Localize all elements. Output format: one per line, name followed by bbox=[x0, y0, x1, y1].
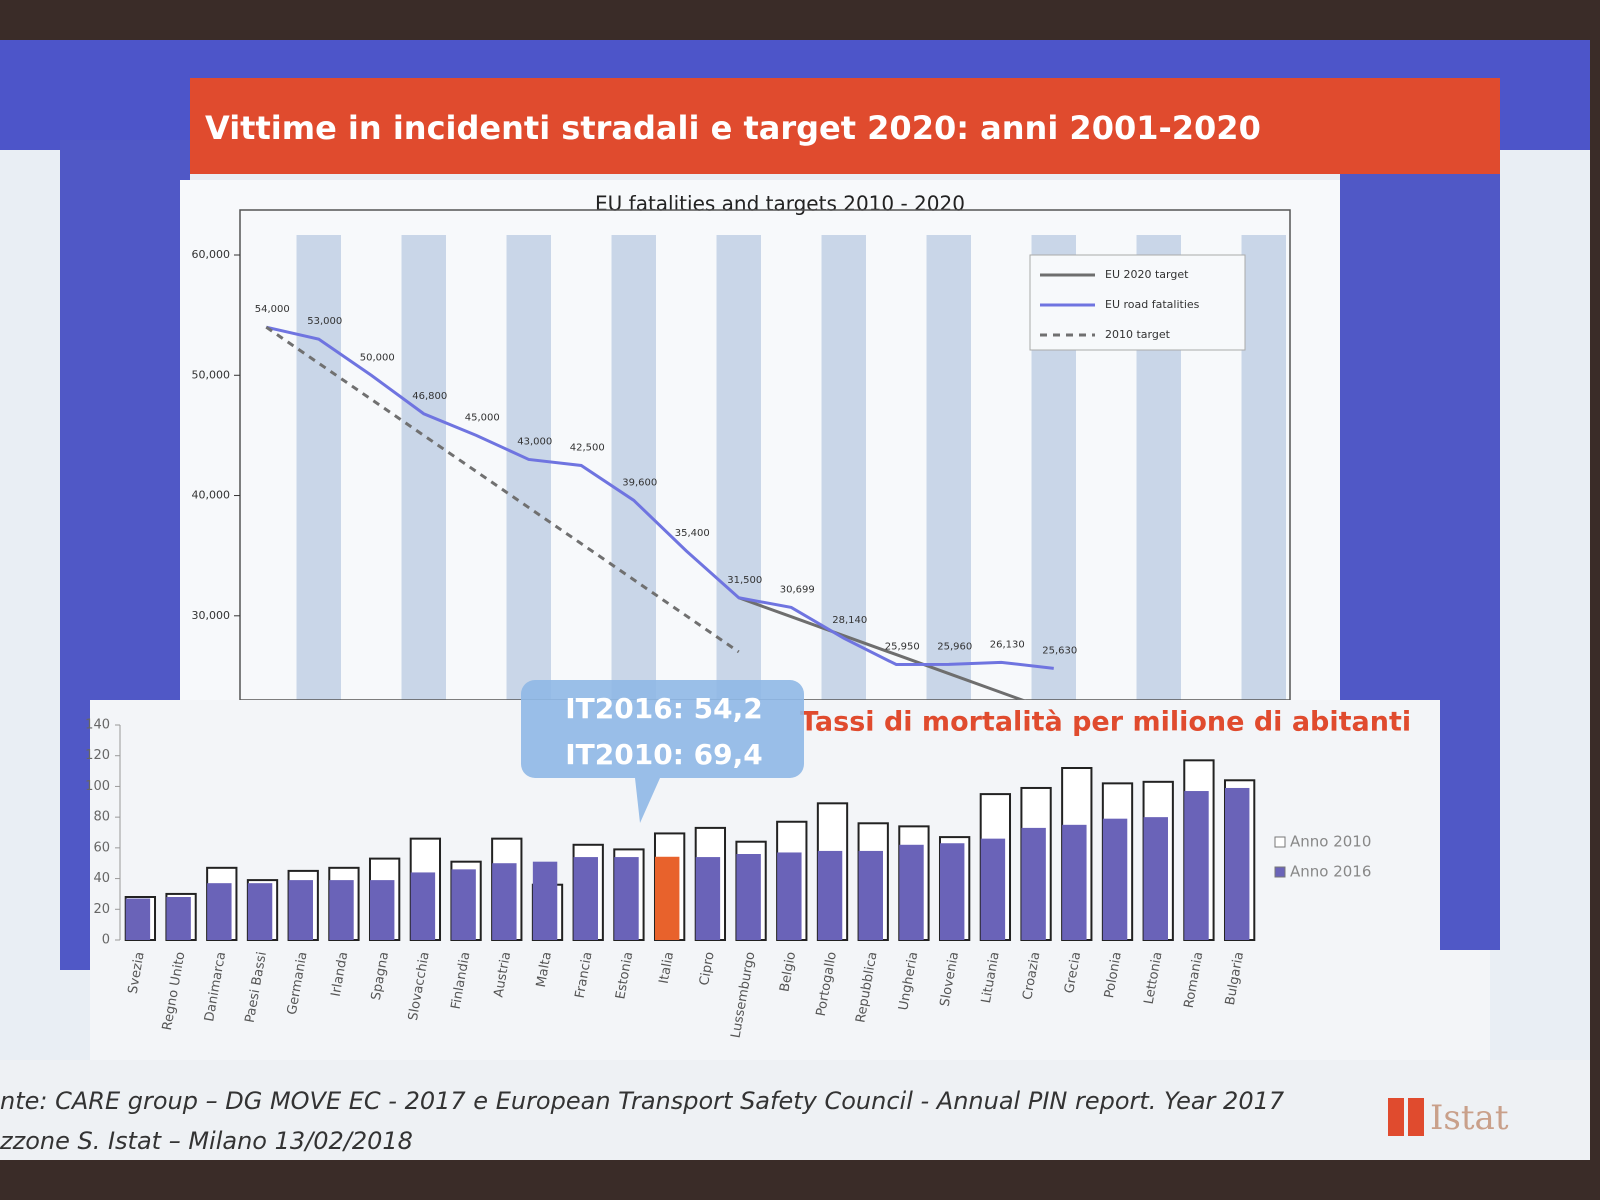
legend-label: Anno 2010 bbox=[1290, 833, 1371, 851]
data-label: 43,000 bbox=[517, 436, 552, 447]
legend-swatch bbox=[1274, 866, 1286, 878]
bar-2016 bbox=[573, 857, 598, 940]
slide-right-band-lower bbox=[1440, 700, 1500, 950]
bar-2016 bbox=[654, 856, 680, 940]
callout-text: IT2016: 54,2 bbox=[565, 692, 762, 725]
data-label: 31,500 bbox=[727, 575, 762, 586]
y-tick-label: 50,000 bbox=[192, 368, 231, 381]
data-label: 46,800 bbox=[412, 391, 447, 402]
y-tick-label: 30,000 bbox=[192, 609, 231, 622]
logo-mark bbox=[1408, 1098, 1424, 1136]
bar-2016 bbox=[451, 869, 476, 940]
legend-label: EU road fatalities bbox=[1105, 298, 1200, 311]
logo-mark bbox=[1388, 1098, 1404, 1136]
bar-2016 bbox=[1062, 824, 1087, 940]
bar-2016 bbox=[207, 883, 232, 940]
y-tick-label: 100 bbox=[85, 779, 110, 794]
bar-2016 bbox=[247, 883, 273, 940]
footer-band bbox=[0, 1060, 1590, 1160]
column-band bbox=[926, 235, 971, 700]
y-tick-label: 120 bbox=[85, 748, 110, 763]
legend: EU 2020 target EU road fatalities 2010 tar… bbox=[1029, 254, 1246, 351]
bar-2016 bbox=[1224, 787, 1250, 940]
bar-2016 bbox=[858, 850, 883, 940]
data-label: 54,000 bbox=[255, 304, 290, 315]
data-label: 28,140 bbox=[832, 615, 867, 626]
legend-swatch bbox=[1274, 836, 1286, 848]
data-label: 25,960 bbox=[937, 641, 972, 652]
line-chart-title: EU fatalities and targets 2010 - 2020 bbox=[595, 192, 965, 216]
bar-chart-title: Tassi di mortalità per milione di abitan… bbox=[800, 707, 1411, 738]
data-label: 45,000 bbox=[465, 412, 500, 423]
x-tick-label: Grecia bbox=[1062, 951, 1084, 995]
bar-2016 bbox=[492, 863, 517, 940]
column-band bbox=[506, 235, 551, 700]
y-tick-label: 140 bbox=[85, 718, 110, 733]
bar-2016 bbox=[939, 843, 965, 940]
column-band bbox=[821, 235, 866, 700]
bar-2016 bbox=[736, 854, 761, 940]
author-text: zzone S. Istat – Milano 13/02/2018 bbox=[0, 1127, 413, 1155]
data-label: 25,630 bbox=[1042, 645, 1077, 656]
bar-2016 bbox=[1143, 817, 1168, 940]
column-band bbox=[716, 235, 761, 700]
column-band bbox=[1241, 235, 1286, 700]
logo-text: Istat bbox=[1430, 1098, 1509, 1138]
x-tick-label: Svezia bbox=[126, 951, 148, 995]
y-tick-label: 40,000 bbox=[192, 489, 231, 502]
column-band bbox=[611, 235, 656, 700]
bar-2016 bbox=[980, 838, 1006, 940]
slide-title: Vittime in incidenti stradali e target 2… bbox=[205, 109, 1261, 147]
y-tick-label: 20 bbox=[93, 902, 110, 917]
bar-2016 bbox=[1021, 827, 1046, 940]
legend-label: EU 2020 target bbox=[1105, 268, 1189, 281]
bar-2016 bbox=[369, 880, 395, 940]
bar-2016 bbox=[125, 898, 151, 940]
series-line bbox=[265, 325, 1054, 670]
y-tick-label: 0 bbox=[102, 933, 110, 948]
data-label: 30,699 bbox=[780, 584, 815, 595]
legend-box bbox=[1029, 254, 1246, 351]
bar-2016 bbox=[166, 897, 191, 940]
data-label: 35,400 bbox=[675, 528, 710, 539]
x-tick-label: Malta bbox=[534, 951, 555, 989]
legend-label: Anno 2016 bbox=[1290, 863, 1371, 881]
callout bbox=[521, 680, 804, 823]
bar-2016 bbox=[777, 852, 802, 940]
bar-2016 bbox=[817, 850, 843, 940]
data-label: 25,950 bbox=[885, 642, 920, 653]
bar-2016 bbox=[1184, 791, 1209, 940]
title-bar bbox=[190, 78, 1500, 174]
bar-2016 bbox=[899, 844, 924, 940]
x-tick-label: Cipro bbox=[697, 951, 718, 987]
data-label: 50,000 bbox=[360, 352, 395, 363]
bar-2016 bbox=[614, 857, 639, 940]
bar-2016 bbox=[695, 857, 721, 940]
bar-2016 bbox=[1102, 818, 1128, 940]
y-tick-label: 80 bbox=[93, 810, 110, 825]
series-line bbox=[265, 325, 740, 654]
callout-text: IT2010: 69,4 bbox=[565, 738, 762, 771]
y-tick-label: 60,000 bbox=[192, 248, 231, 261]
data-label: 39,600 bbox=[622, 477, 657, 488]
column-band bbox=[401, 235, 446, 700]
bar-2016 bbox=[329, 880, 354, 940]
data-label: 53,000 bbox=[307, 316, 342, 327]
bar-2016 bbox=[532, 861, 558, 940]
y-tick-label: 40 bbox=[93, 871, 110, 886]
bar-2016 bbox=[410, 872, 436, 940]
y-tick-label: 60 bbox=[93, 840, 110, 855]
data-label: 42,500 bbox=[570, 442, 605, 453]
column-band bbox=[296, 235, 341, 700]
data-label: 26,130 bbox=[990, 639, 1025, 650]
legend-label: 2010 target bbox=[1105, 328, 1171, 341]
x-tick-label: Belgio bbox=[777, 951, 799, 993]
bar-2016 bbox=[288, 880, 313, 940]
x-tick-label: Italia bbox=[657, 951, 677, 985]
source-text: nte: CARE group – DG MOVE EC - 2017 e Eu… bbox=[0, 1087, 1285, 1115]
